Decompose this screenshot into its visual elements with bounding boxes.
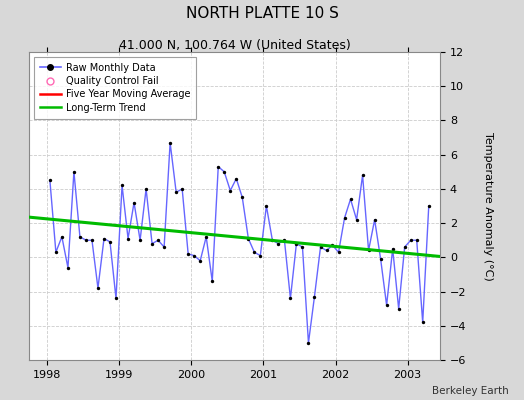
Point xyxy=(130,199,138,206)
Point xyxy=(70,168,78,175)
Point xyxy=(202,234,211,240)
Point xyxy=(112,295,120,302)
Point xyxy=(82,237,90,244)
Point xyxy=(100,235,108,242)
Point xyxy=(238,194,246,201)
Point xyxy=(334,249,343,256)
Point xyxy=(208,278,216,284)
Text: Berkeley Earth: Berkeley Earth xyxy=(432,386,508,396)
Point xyxy=(232,176,241,182)
Point xyxy=(250,249,258,256)
Point xyxy=(184,251,192,257)
Point xyxy=(316,244,325,250)
Point xyxy=(58,234,66,240)
Text: NORTH PLATTE 10 S: NORTH PLATTE 10 S xyxy=(185,6,339,21)
Point xyxy=(419,319,427,326)
Point xyxy=(256,252,265,259)
Point xyxy=(172,189,180,196)
Point xyxy=(329,242,337,248)
Point xyxy=(274,240,282,247)
Point xyxy=(341,215,349,221)
Point xyxy=(196,258,204,264)
Point xyxy=(358,172,367,178)
Point xyxy=(395,306,403,312)
Point xyxy=(166,140,174,146)
Legend: Raw Monthly Data, Quality Control Fail, Five Year Moving Average, Long-Term Tren: Raw Monthly Data, Quality Control Fail, … xyxy=(34,57,196,119)
Point xyxy=(154,237,162,244)
Point xyxy=(292,240,301,247)
Point xyxy=(226,187,235,194)
Point xyxy=(244,235,253,242)
Point xyxy=(268,237,277,244)
Point xyxy=(388,246,397,252)
Title: 41.000 N, 100.764 W (United States): 41.000 N, 100.764 W (United States) xyxy=(118,39,351,52)
Point xyxy=(280,237,289,244)
Point xyxy=(118,182,126,189)
Point xyxy=(178,186,187,192)
Point xyxy=(424,203,433,209)
Point xyxy=(298,244,307,250)
Y-axis label: Temperature Anomaly (°C): Temperature Anomaly (°C) xyxy=(483,132,493,280)
Point xyxy=(76,234,84,240)
Point xyxy=(376,256,385,262)
Point xyxy=(148,240,156,247)
Point xyxy=(46,177,54,184)
Point xyxy=(346,196,355,202)
Point xyxy=(52,249,60,256)
Point xyxy=(322,247,331,254)
Point xyxy=(214,164,223,170)
Point xyxy=(220,168,228,175)
Point xyxy=(310,294,319,300)
Point xyxy=(88,237,96,244)
Point xyxy=(353,216,361,223)
Point xyxy=(400,244,409,250)
Point xyxy=(190,252,199,259)
Point xyxy=(160,244,168,250)
Point xyxy=(124,235,132,242)
Point xyxy=(370,216,379,223)
Point xyxy=(64,264,72,271)
Point xyxy=(304,340,313,346)
Point xyxy=(106,239,114,245)
Point xyxy=(136,237,144,244)
Point xyxy=(383,302,391,308)
Point xyxy=(262,203,270,209)
Point xyxy=(142,186,150,192)
Point xyxy=(286,295,294,302)
Point xyxy=(407,237,415,244)
Point xyxy=(412,237,421,244)
Point xyxy=(364,247,373,254)
Point xyxy=(94,285,102,291)
